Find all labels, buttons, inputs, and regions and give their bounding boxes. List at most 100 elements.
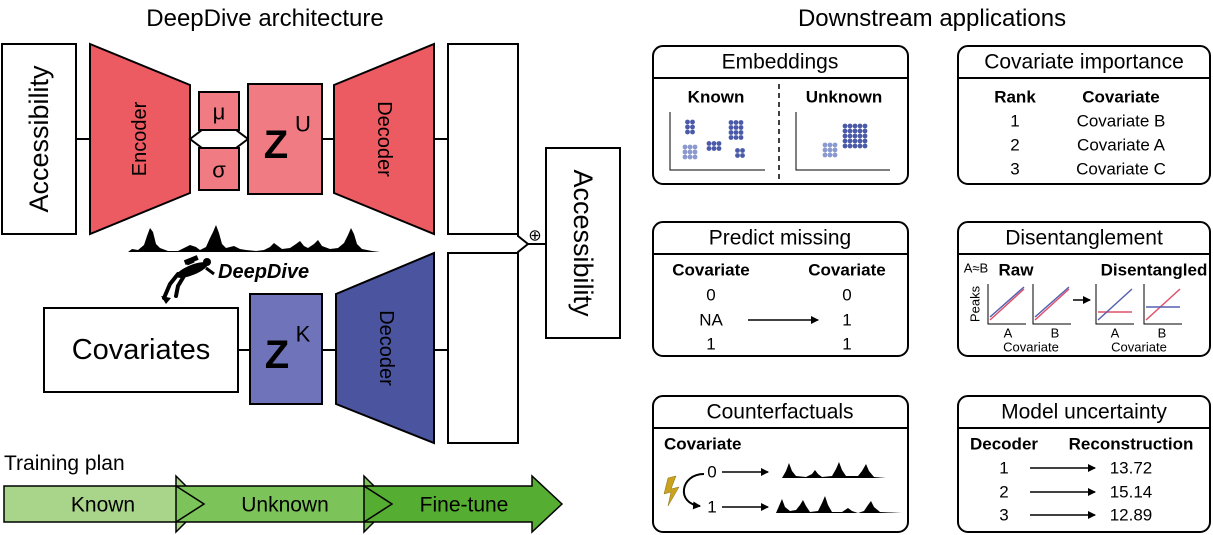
embedding-point	[847, 138, 853, 144]
uncertainty-reconstruction-cell: 12.89	[1110, 506, 1153, 525]
zk-label: Z	[265, 333, 289, 377]
counterfactual-track-0	[772, 462, 886, 478]
decoder-bottom-label: Decoder	[375, 310, 397, 386]
uncertainty-decoder-cell: 1	[999, 459, 1008, 478]
embedding-point	[852, 133, 858, 139]
embedding-point	[822, 147, 828, 153]
embedding-point	[857, 128, 863, 134]
embedding-point	[842, 133, 848, 139]
mini-plot-line-red	[989, 288, 1025, 321]
embedding-point	[733, 135, 739, 140]
embeddings-known-clusters	[682, 119, 745, 160]
embedding-point	[728, 135, 734, 140]
disentangle-title: Disentanglement	[1005, 227, 1163, 250]
embedding-point	[862, 123, 868, 129]
embedding-point	[847, 128, 853, 134]
embedding-point	[685, 124, 690, 130]
embedding-point	[728, 125, 734, 130]
disentangle-panel	[957, 221, 1211, 357]
zk-superscript: K	[296, 322, 311, 347]
embedding-point	[842, 123, 848, 129]
predict-header-output: Covariate	[808, 261, 885, 280]
embedding-point	[735, 153, 740, 158]
embedding-point	[832, 147, 838, 153]
mini-plot-axes	[987, 284, 1026, 325]
embedding-point	[740, 148, 745, 153]
embedding-point	[827, 147, 833, 153]
training-step-label: Known	[71, 494, 135, 517]
uncertainty-title: Model uncertainty	[1001, 401, 1167, 424]
embeddings-unknown-axes	[795, 112, 890, 171]
counterfactuals-title: Counterfactuals	[706, 401, 853, 424]
disentangle-b-label: B	[1051, 326, 1060, 341]
disentangle-peaks-label: Peaks	[968, 285, 983, 322]
output-accessibility-label: Accessibility	[568, 169, 598, 317]
predict-panel	[652, 221, 909, 357]
embedding-point	[687, 144, 693, 150]
embedding-point	[690, 129, 695, 135]
uncertainty-header-reconstruction: Reconstruction	[1069, 435, 1194, 454]
embedding-point	[738, 125, 744, 130]
embedding-point	[740, 153, 745, 158]
disentangle-a-label: A	[1004, 326, 1013, 341]
embedding-point	[857, 133, 863, 139]
embedding-point	[716, 141, 722, 146]
embedding-point	[706, 141, 712, 146]
architecture-title: DeepDive architecture	[146, 5, 383, 32]
embedding-point	[842, 138, 848, 144]
merge-bracket	[517, 222, 530, 266]
predict-output-cell: 1	[842, 335, 851, 354]
covariates-label: Covariates	[72, 334, 211, 366]
latent-link	[188, 129, 250, 149]
embedding-point	[728, 120, 734, 125]
embedding-point	[690, 124, 695, 130]
embedding-point	[716, 146, 722, 151]
importance-title: Covariate importance	[984, 51, 1184, 74]
zk-latent-box	[249, 293, 323, 405]
embedding-point	[685, 119, 690, 125]
embedding-point	[862, 138, 868, 144]
embedding-point	[852, 138, 858, 144]
embedding-point	[862, 143, 868, 149]
decoder-top-block	[333, 42, 435, 236]
disentangle-ab-label: A≈B	[964, 261, 988, 276]
embedding-point	[735, 148, 740, 153]
importance-header-covariate: Covariate	[1082, 88, 1159, 107]
importance-covariate-cell: Covariate B	[1077, 112, 1166, 131]
embedding-point	[852, 143, 858, 149]
decoder-top-label: Decoder	[373, 101, 395, 177]
embedding-point	[842, 143, 848, 149]
importance-panel	[957, 45, 1211, 185]
training-title: Training plan	[4, 452, 125, 475]
embeddings-unknown-clusters	[822, 123, 868, 158]
sigma-box	[198, 147, 240, 191]
disentangle-covariate-label: Covariate	[1003, 340, 1059, 355]
sigma-label: σ	[212, 158, 226, 183]
zu-label: Z	[264, 123, 288, 167]
mini-plot-line-blue	[1034, 286, 1070, 318]
plus-symbol: ⊕	[528, 228, 541, 245]
predict-input-cell: 0	[706, 286, 715, 305]
disentangle-a-label: A	[1111, 326, 1120, 341]
embedding-point	[692, 149, 698, 155]
mini-plot-line-blue	[989, 286, 1025, 318]
bottom-output-box	[447, 252, 519, 444]
counterfactuals-panel	[652, 395, 909, 533]
uncertainty-decoder-cell: 2	[999, 483, 1008, 502]
embedding-point	[847, 133, 853, 139]
mu-box	[198, 91, 240, 131]
importance-covariate-cell: Covariate C	[1076, 160, 1166, 179]
training-step-label: Fine-tune	[420, 494, 509, 517]
downstream-title: Downstream applications	[798, 5, 1066, 32]
embedding-point	[728, 130, 734, 135]
embedding-point	[738, 130, 744, 135]
training-step-label: Unknown	[241, 494, 329, 517]
training-step-finetune	[363, 474, 564, 534]
embeddings-known-label: Known	[688, 88, 745, 107]
mini-plot-axes	[1095, 284, 1134, 325]
embedding-point	[832, 142, 838, 148]
embedding-point	[685, 129, 690, 135]
embedding-point	[862, 128, 868, 134]
